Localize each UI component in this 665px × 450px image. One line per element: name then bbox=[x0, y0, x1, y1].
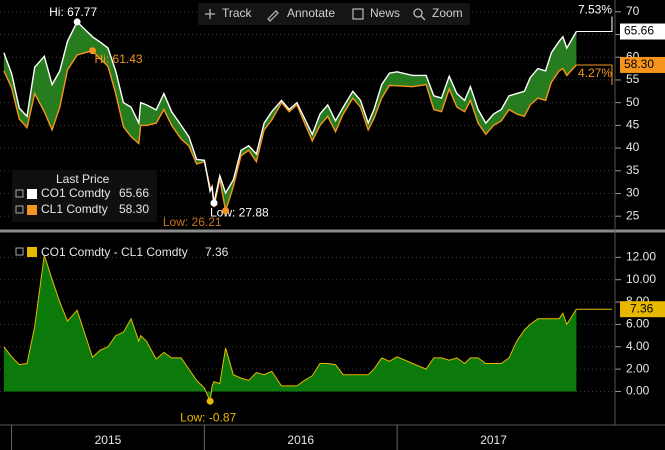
legend-value: 58.30 bbox=[119, 202, 149, 216]
y-tick-label: 70 bbox=[626, 4, 640, 18]
zoom-button[interactable]: Zoom bbox=[413, 6, 463, 21]
low-label: Low: -0.87 bbox=[180, 410, 236, 424]
toolbar-bg bbox=[198, 3, 470, 25]
legend-checkbox[interactable] bbox=[15, 247, 24, 256]
news-icon bbox=[352, 8, 364, 20]
low-label: Low: 26.21 bbox=[163, 215, 222, 229]
price-line bbox=[3, 20, 578, 204]
y-tick-label: 0.00 bbox=[626, 384, 650, 398]
last-price-tag-label: 7.36 bbox=[630, 301, 654, 315]
high-label: Hi: 61.43 bbox=[95, 52, 143, 66]
low-marker bbox=[222, 207, 230, 215]
y-tick-label: 25 bbox=[626, 208, 640, 222]
legend-title: Last Price bbox=[56, 172, 110, 186]
annotate-icon bbox=[267, 10, 279, 22]
last-connector bbox=[576, 64, 613, 85]
last-price-tag-label: 58.30 bbox=[624, 57, 654, 71]
last-price-tag bbox=[620, 23, 665, 40]
zoom-icon bbox=[413, 8, 423, 18]
high-marker bbox=[89, 47, 97, 55]
y-tick-label: 10.00 bbox=[626, 272, 656, 286]
legend-checkbox[interactable] bbox=[15, 189, 24, 198]
spread-line bbox=[3, 254, 577, 404]
legend-label: CL1 Comdty bbox=[41, 202, 108, 216]
x-tick-label: 2017 bbox=[480, 433, 507, 447]
legend-swatch bbox=[27, 189, 37, 199]
y-tick-label: 2.00 bbox=[626, 361, 650, 375]
y-tick-label: 35 bbox=[626, 163, 640, 177]
toolbar-button-label[interactable]: Track bbox=[222, 6, 253, 20]
change-label: 7.53% bbox=[578, 3, 612, 17]
toolbar: Track Annotate News Zoom bbox=[198, 3, 470, 25]
y-tick-label: 30 bbox=[626, 186, 640, 200]
toolbar-button-label[interactable]: News bbox=[370, 6, 400, 20]
last-price-tag-label: 65.66 bbox=[624, 24, 654, 38]
y-tick-label: 4.00 bbox=[626, 339, 650, 353]
legend-value: 7.36 bbox=[205, 245, 229, 259]
legend-label: CO1 Comdty bbox=[41, 186, 110, 200]
legend-checkbox[interactable] bbox=[15, 205, 24, 214]
low-marker bbox=[210, 199, 218, 207]
news-button[interactable]: News bbox=[352, 6, 400, 20]
track-icon bbox=[205, 9, 215, 19]
legend-swatch bbox=[27, 205, 37, 215]
y-tick-label: 55 bbox=[626, 72, 640, 86]
y-tick-label: 12.00 bbox=[626, 250, 656, 264]
track-button[interactable]: Track bbox=[205, 6, 253, 20]
change-label: 4.27% bbox=[578, 66, 612, 80]
y-tick-label: 45 bbox=[626, 118, 640, 132]
x-tick-label: 2016 bbox=[287, 433, 314, 447]
y-tick-label: 40 bbox=[626, 140, 640, 154]
toolbar-button-label[interactable]: Zoom bbox=[432, 6, 463, 20]
last-price-tag bbox=[620, 301, 665, 318]
legend-value: 65.66 bbox=[119, 186, 149, 200]
last-connector bbox=[576, 16, 613, 33]
high-label: Hi: 67.77 bbox=[49, 5, 97, 19]
last-price-tag bbox=[620, 56, 665, 73]
high-marker bbox=[73, 18, 81, 26]
legend-label: CO1 Comdty - CL1 Comdty bbox=[41, 245, 188, 259]
legend: Last Price CO1 Comdty 65.66 CL1 Comdty 58.3… bbox=[12, 170, 157, 222]
spread-area bbox=[3, 255, 577, 402]
annotate-button[interactable]: Annotate bbox=[267, 6, 335, 22]
legend-swatch bbox=[27, 247, 37, 257]
x-tick-label: 2015 bbox=[95, 433, 122, 447]
y-tick-label: 50 bbox=[626, 95, 640, 109]
zoom-icon-handle bbox=[420, 15, 426, 21]
y-tick-label: 6.00 bbox=[626, 317, 650, 331]
low-marker bbox=[206, 397, 214, 405]
price-line bbox=[3, 49, 577, 211]
toolbar-button-label[interactable]: Annotate bbox=[287, 6, 335, 20]
